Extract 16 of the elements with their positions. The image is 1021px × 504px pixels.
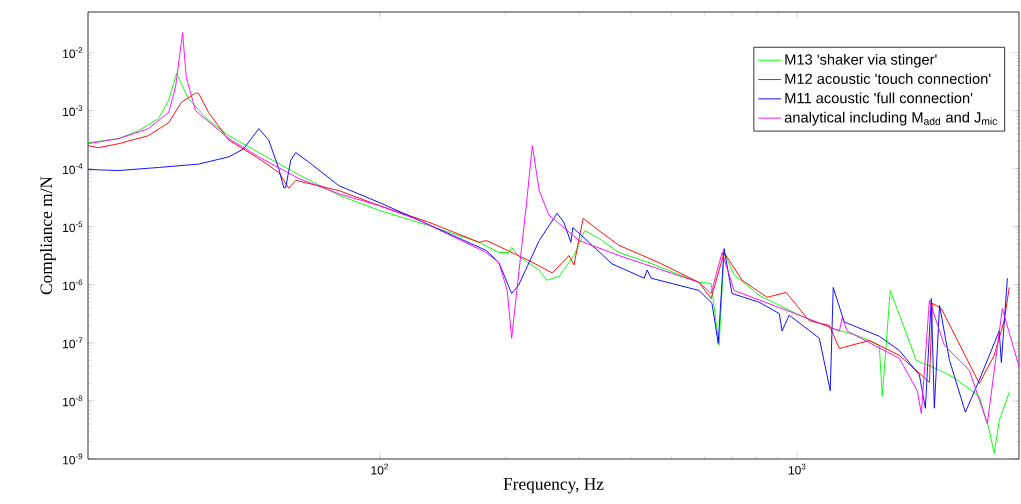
x-tick-label: 10$^{2}$ [371,463,388,475]
y-tick-label: 10$^{-3}$ [63,105,83,117]
y-tick-label: 10$^{-9}$ [63,453,83,465]
legend-label: M13 'shaker via stinger' [785,53,937,68]
y-tick-label: 10$^{-5}$ [63,221,83,233]
legend-label: analytical including M$_{add}$ and J$_{mic}$ [784,111,998,126]
y-tick-label: 10$^{-4}$ [63,163,83,175]
x-axis-title: Frequency, Hz [503,478,604,494]
y-tick-label: 10$^{-7}$ [63,337,83,349]
y-tick-label: 10$^{-8}$ [63,395,83,407]
y-tick-label: 10$^{-2}$ [63,47,83,58]
x-tick-label: 10$^{3}$ [788,463,806,475]
legend-label: M12 acoustic 'touch connection' [785,73,991,85]
y-axis-title: Compliance m/N [39,176,56,295]
legend-label: M11 acoustic 'full connection' [785,92,973,104]
y-tick-label: 10$^{-6}$ [63,279,83,291]
